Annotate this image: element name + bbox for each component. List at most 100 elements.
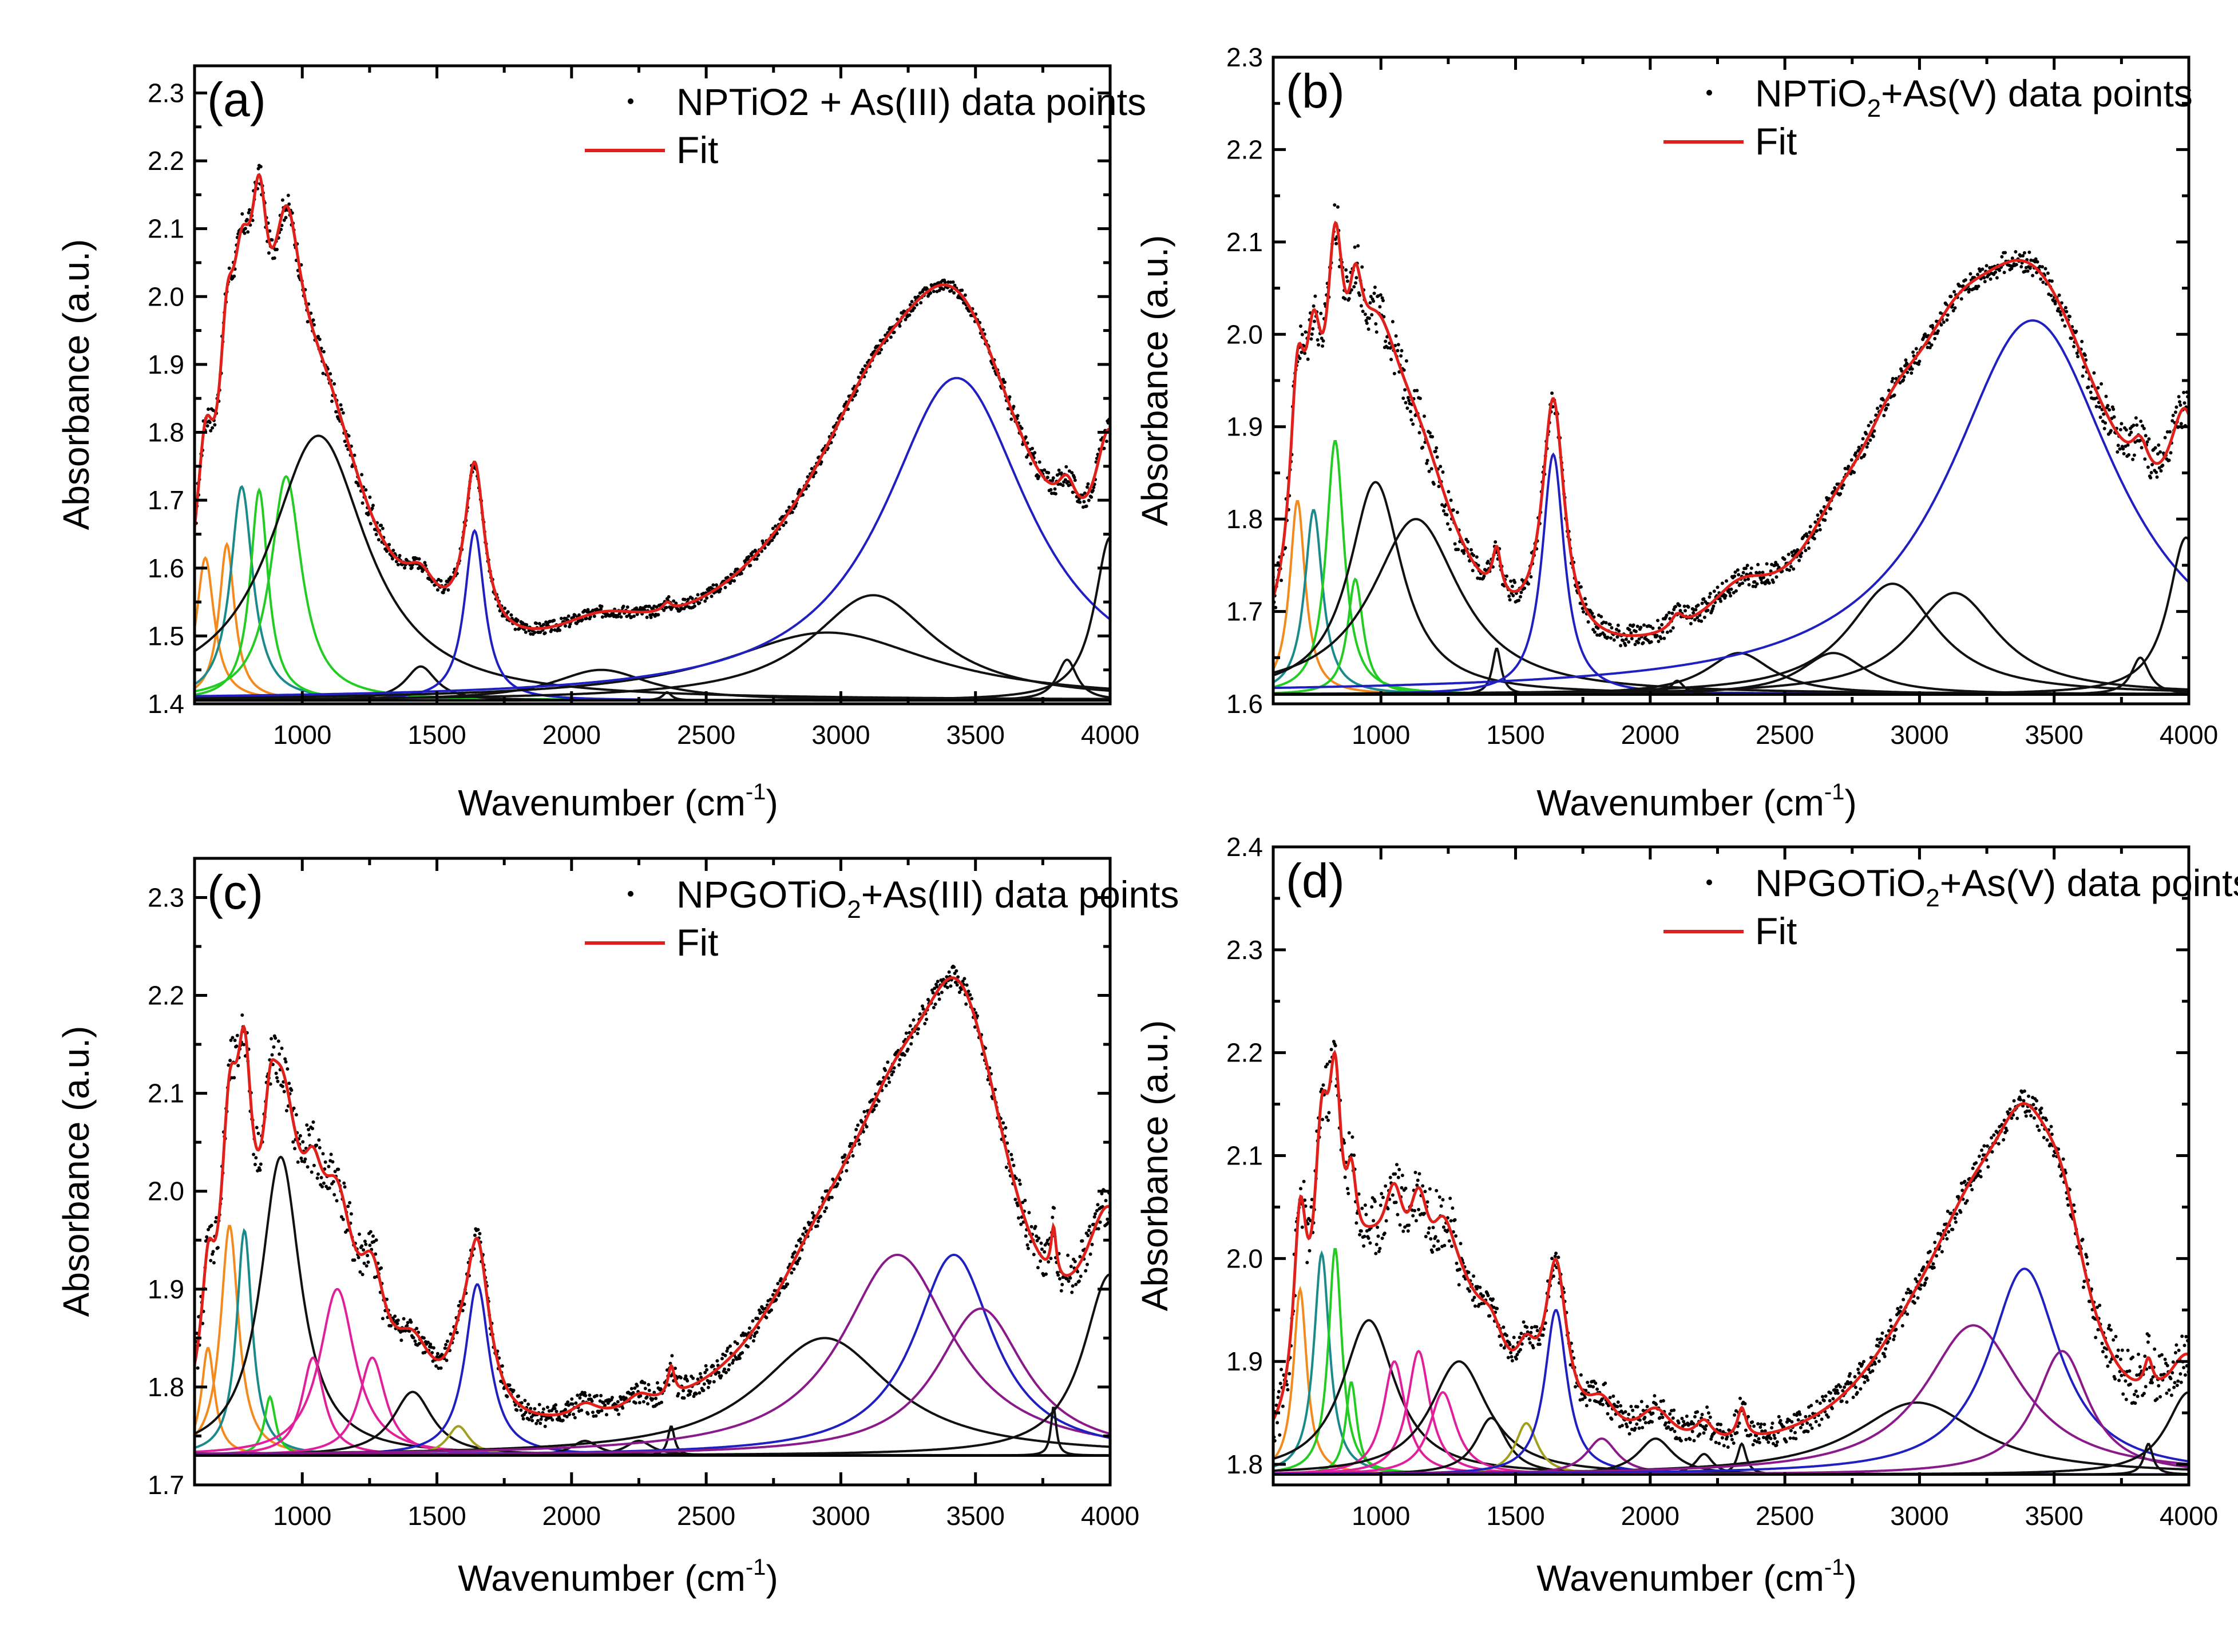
x-tick-label: 2500 bbox=[1756, 1501, 1814, 1531]
legend-fit-label: Fit bbox=[1755, 120, 1797, 163]
y-tick-label: 2.2 bbox=[1226, 1038, 1263, 1068]
y-tick-label: 2.3 bbox=[148, 78, 184, 108]
y-axis-title: Absorbance (a.u.) bbox=[1134, 235, 1175, 526]
component-peak-16 bbox=[195, 1254, 1110, 1455]
panel-label: (c) bbox=[207, 865, 263, 919]
y-tick-label: 1.5 bbox=[148, 621, 184, 651]
fit-line bbox=[195, 976, 1110, 1417]
x-tick-label: 3000 bbox=[1890, 1501, 1948, 1531]
panel-label: (d) bbox=[1286, 854, 1345, 908]
legend-fit-label: Fit bbox=[676, 129, 718, 171]
x-tick-label: 3500 bbox=[946, 720, 1005, 750]
plot-frame bbox=[193, 857, 1112, 1487]
x-tick-label: 3500 bbox=[2025, 720, 2083, 750]
fit-line bbox=[1273, 1049, 2189, 1436]
y-tick-label: 2.1 bbox=[148, 214, 184, 244]
y-tick-label: 2.3 bbox=[1226, 935, 1263, 965]
plot-area bbox=[1273, 1040, 2189, 1476]
x-tick-label: 1500 bbox=[1486, 720, 1544, 750]
y-tick-label: 2.4 bbox=[1226, 832, 1263, 862]
y-tick-label: 2.0 bbox=[148, 282, 184, 311]
x-tick-label: 2500 bbox=[677, 1501, 735, 1531]
plot-frame bbox=[193, 64, 1112, 706]
y-tick-label: 2.0 bbox=[1226, 319, 1263, 349]
panel-c: 1000 1500 2000 2500 3000 3500 4000 1.7 1.8 1.9 2.0… bbox=[56, 857, 1179, 1599]
x-axis-title: Wavenumber (cm-1) bbox=[458, 779, 778, 823]
x-tick-label: 2000 bbox=[542, 1501, 601, 1531]
x-tick-label: 1000 bbox=[273, 720, 331, 750]
y-axis-title: Absorbance (a.u.) bbox=[56, 1026, 97, 1317]
plot-area bbox=[1273, 203, 2189, 696]
fit-line bbox=[195, 173, 1110, 631]
legend-points-label: NPTiO2+As(V) data points bbox=[1755, 72, 2193, 122]
legend-fit-label: Fit bbox=[676, 921, 718, 964]
y-axis-title: Absorbance (a.u.) bbox=[56, 239, 97, 530]
legend-points-label: NPTiO2 + As(III) data points bbox=[676, 81, 1146, 123]
legend-fit-label: Fit bbox=[1755, 910, 1797, 952]
y-tick-label: 1.6 bbox=[1226, 689, 1263, 719]
legend: NPTiO2 + As(III) data points Fit bbox=[585, 81, 1146, 171]
plot-frame bbox=[1271, 845, 2191, 1487]
legend-points-label: NPGOTiO2+As(V) data points bbox=[1755, 862, 2238, 912]
plot-area bbox=[195, 164, 1110, 702]
y-tick-label: 1.7 bbox=[148, 1470, 184, 1500]
y-tick-label: 1.9 bbox=[1226, 412, 1263, 442]
x-tick-label: 2000 bbox=[542, 720, 601, 750]
y-tick-label: 2.1 bbox=[148, 1079, 184, 1108]
data-points bbox=[195, 164, 1110, 636]
component-peak-13 bbox=[195, 377, 1110, 698]
y-tick-label: 2.2 bbox=[148, 146, 184, 176]
x-tick-label: 2000 bbox=[1621, 1501, 1680, 1531]
x-tick-label: 3500 bbox=[2025, 1501, 2083, 1531]
x-tick-label: 1000 bbox=[1352, 720, 1410, 750]
x-tick-label: 4000 bbox=[2160, 1501, 2218, 1531]
y-tick-label: 1.8 bbox=[148, 1372, 184, 1402]
x-tick-label: 4000 bbox=[2160, 720, 2218, 750]
y-tick-label: 1.9 bbox=[148, 350, 184, 379]
component-peak-14 bbox=[1273, 319, 2189, 690]
panel-d: 1000 1500 2000 2500 3000 3500 4000 1.8 1.9 2.0 2.1… bbox=[1134, 832, 2238, 1599]
y-tick-label: 2.3 bbox=[148, 882, 184, 912]
x-tick-label: 1000 bbox=[1352, 1501, 1410, 1531]
x-tick-label: 2500 bbox=[677, 720, 735, 750]
x-axis-title: Wavenumber (cm-1) bbox=[1536, 1555, 1857, 1599]
y-tick-label: 1.9 bbox=[1226, 1346, 1263, 1376]
x-tick-label: 3000 bbox=[811, 1501, 870, 1531]
legend-point-symbol bbox=[1706, 90, 1712, 96]
x-tick-label: 2000 bbox=[1621, 720, 1680, 750]
panel-b: 1000 1500 2000 2500 3000 3500 4000 1.6 1.7 1.8 1.9… bbox=[1134, 42, 2218, 823]
y-tick-label: 2.2 bbox=[1226, 134, 1263, 164]
y-tick-label: 1.9 bbox=[148, 1274, 184, 1304]
y-tick-label: 2.1 bbox=[1226, 1141, 1263, 1171]
y-tick-label: 1.6 bbox=[148, 553, 184, 583]
y-tick-label: 2.0 bbox=[1226, 1243, 1263, 1273]
x-axis-title: Wavenumber (cm-1) bbox=[1536, 779, 1857, 823]
plot-area bbox=[195, 964, 1110, 1457]
y-axis-title: Absorbance (a.u.) bbox=[1134, 1020, 1175, 1312]
legend-points-label: NPGOTiO2+As(III) data points bbox=[676, 873, 1179, 924]
legend-point-symbol bbox=[628, 98, 633, 104]
component-peak-11 bbox=[195, 631, 1110, 699]
y-tick-label: 1.4 bbox=[148, 689, 184, 719]
x-tick-label: 4000 bbox=[1081, 720, 1139, 750]
x-tick-label: 4000 bbox=[1081, 1501, 1139, 1531]
legend-point-symbol bbox=[628, 891, 633, 897]
y-tick-label: 2.0 bbox=[148, 1176, 184, 1206]
y-tick-label: 1.7 bbox=[1226, 597, 1263, 627]
component-peak-12 bbox=[195, 594, 1110, 700]
y-tick-label: 1.8 bbox=[1226, 504, 1263, 534]
x-tick-label: 3000 bbox=[811, 720, 870, 750]
y-tick-label: 2.2 bbox=[148, 981, 184, 1011]
x-tick-label: 1000 bbox=[273, 1501, 331, 1531]
y-tick-label: 2.1 bbox=[1226, 227, 1263, 257]
x-tick-label: 3000 bbox=[1890, 720, 1948, 750]
y-tick-label: 1.7 bbox=[148, 485, 184, 515]
x-tick-label: 1500 bbox=[1486, 1501, 1544, 1531]
legend-point-symbol bbox=[1706, 880, 1712, 885]
y-tick-label: 1.8 bbox=[148, 418, 184, 447]
x-tick-label: 3500 bbox=[946, 1501, 1005, 1531]
